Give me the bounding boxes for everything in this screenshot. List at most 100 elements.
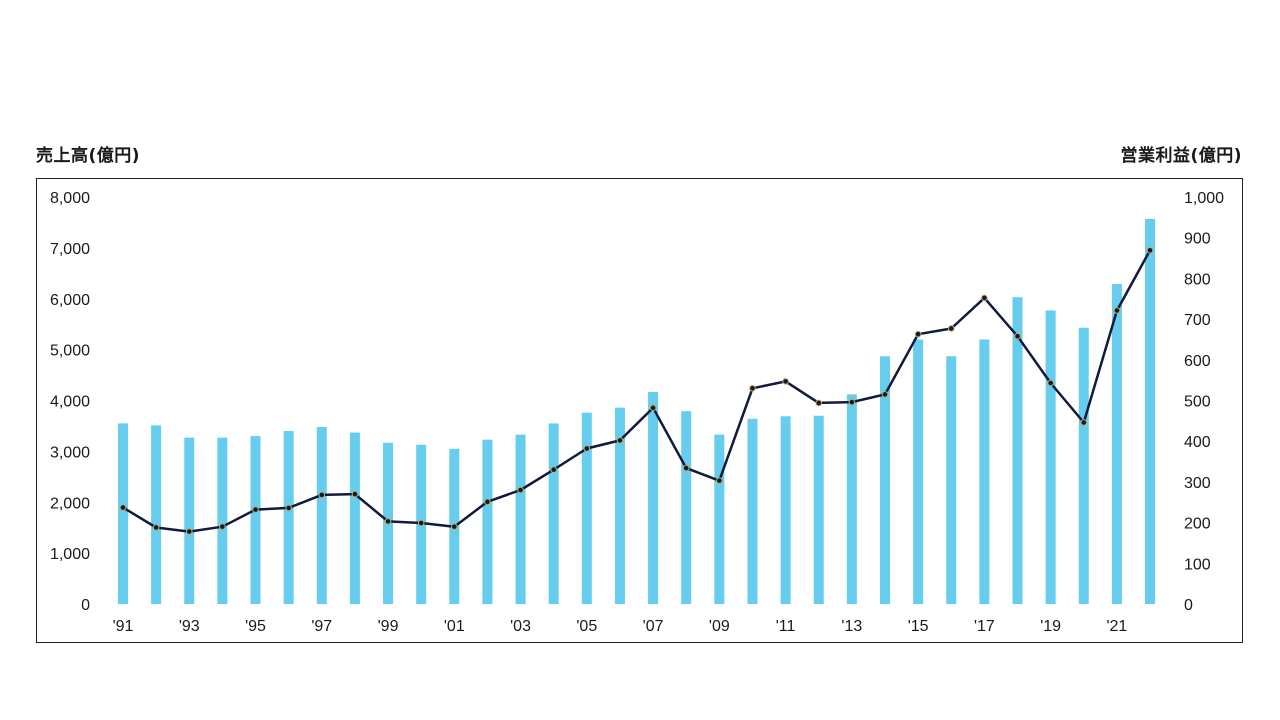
right-axis-tick: 0 xyxy=(1184,597,1193,614)
left-axis-tick: 7,000 xyxy=(50,241,90,258)
sales-bar xyxy=(614,407,625,604)
operating-profit-point xyxy=(583,445,591,452)
right-axis-tick: 1,000 xyxy=(1184,190,1224,207)
x-axis-tick: '01 xyxy=(444,618,465,635)
sales-bar xyxy=(913,339,924,604)
operating-profit-point xyxy=(550,466,557,473)
x-axis-tick: '91 xyxy=(113,618,134,635)
left-axis-tick: 6,000 xyxy=(50,292,90,309)
x-axis-tick: '17 xyxy=(974,618,995,635)
sales-bar xyxy=(1045,310,1056,604)
operating-profit-point xyxy=(185,528,193,535)
x-axis-tick: '95 xyxy=(245,618,266,635)
right-axis-title: 営業利益(億円) xyxy=(1120,146,1242,166)
sales-bar xyxy=(316,426,327,604)
sales-bar xyxy=(946,356,957,604)
right-axis-tick: 100 xyxy=(1184,556,1211,573)
right-axis-tick: 700 xyxy=(1184,312,1211,329)
x-axis-tick: '03 xyxy=(510,618,531,635)
x-axis-tick: '13 xyxy=(841,618,862,635)
right-axis-tick: 200 xyxy=(1184,516,1211,533)
operating-profit-point xyxy=(649,404,657,412)
operating-profit-point xyxy=(616,437,624,444)
operating-profit-point xyxy=(351,490,359,498)
x-axis-tick: '99 xyxy=(378,618,399,635)
x-axis-tick: '11 xyxy=(776,618,796,635)
right-axis-tick: 400 xyxy=(1184,434,1211,451)
sales-bar xyxy=(581,412,592,604)
sales-bar xyxy=(118,423,128,604)
sales-bar xyxy=(548,423,559,604)
operating-profit-point xyxy=(914,330,922,338)
x-axis-tick: '07 xyxy=(643,618,664,635)
sales-bar xyxy=(250,436,261,604)
sales-bar xyxy=(714,434,725,604)
x-axis-tick: '93 xyxy=(179,618,200,635)
left-axis-tick: 4,000 xyxy=(50,394,90,411)
operating-profit-point xyxy=(947,325,955,332)
sales-bar xyxy=(879,356,890,604)
right-axis-tick: 500 xyxy=(1184,394,1211,411)
operating-profit-point xyxy=(1047,379,1054,387)
right-axis-tick: 900 xyxy=(1184,231,1211,248)
operating-profit-point xyxy=(417,519,425,527)
left-axis-tick: 8,000 xyxy=(50,190,90,207)
operating-profit-point xyxy=(384,518,392,525)
operating-profit-point xyxy=(782,378,789,385)
operating-profit-point xyxy=(318,491,326,499)
x-axis-tick: '09 xyxy=(709,618,730,635)
operating-profit-point xyxy=(152,524,160,531)
sales-bar xyxy=(681,411,692,604)
operating-profit-point xyxy=(219,523,226,530)
sales-bar xyxy=(1145,218,1156,604)
x-axis-tick: '19 xyxy=(1040,618,1061,635)
sales-bar xyxy=(151,425,162,604)
operating-profit-point xyxy=(1146,247,1154,254)
operating-profit-point xyxy=(815,399,823,407)
left-axis-tick: 1,000 xyxy=(50,546,90,563)
operating-profit-point xyxy=(252,506,259,513)
sales-bar xyxy=(1111,283,1122,604)
left-axis-tick: 5,000 xyxy=(50,343,90,360)
x-axis-tick: '21 xyxy=(1106,618,1127,635)
operating-profit-point xyxy=(285,504,292,512)
sales-bar xyxy=(283,431,294,604)
operating-profit-point xyxy=(517,486,524,494)
operating-profit-point xyxy=(749,384,756,392)
left-axis-tick: 3,000 xyxy=(50,444,90,461)
operating-profit-point xyxy=(848,398,856,406)
x-axis-tick: '05 xyxy=(576,618,597,635)
left-axis-tick: 0 xyxy=(81,597,90,614)
sales-bar xyxy=(482,439,493,604)
operating-profit-point xyxy=(881,391,889,398)
right-axis-tick: 600 xyxy=(1184,353,1211,370)
sales-bar xyxy=(217,437,228,604)
sales-bar xyxy=(813,415,824,604)
x-axis-tick: '97 xyxy=(311,618,332,635)
right-axis-tick: 300 xyxy=(1184,475,1211,492)
chart-frame xyxy=(36,178,1243,643)
operating-profit-line xyxy=(122,249,1152,533)
sales-bar xyxy=(979,339,990,604)
sales-bar xyxy=(648,391,659,604)
sales-bar xyxy=(184,437,195,604)
left-axis-title: 売上高(億円) xyxy=(36,146,141,166)
operating-profit-point xyxy=(1014,332,1021,340)
sales-bar xyxy=(747,418,758,604)
sales-bar xyxy=(1078,327,1089,604)
operating-profit-point xyxy=(119,504,127,511)
x-axis-tick: '15 xyxy=(908,618,929,635)
sales-bar xyxy=(515,434,526,604)
operating-profit-point xyxy=(484,498,491,506)
sales-bar xyxy=(349,432,360,604)
operating-profit-point xyxy=(716,477,723,484)
operating-profit-point xyxy=(451,523,458,530)
operating-profit-point xyxy=(1113,307,1121,314)
left-axis-tick: 2,000 xyxy=(50,495,90,512)
sales-bar xyxy=(780,416,791,604)
operating-profit-point xyxy=(682,464,690,472)
operating-profit-point xyxy=(981,294,988,302)
sales-bar xyxy=(1012,297,1023,604)
operating-profit-point xyxy=(1080,419,1088,426)
